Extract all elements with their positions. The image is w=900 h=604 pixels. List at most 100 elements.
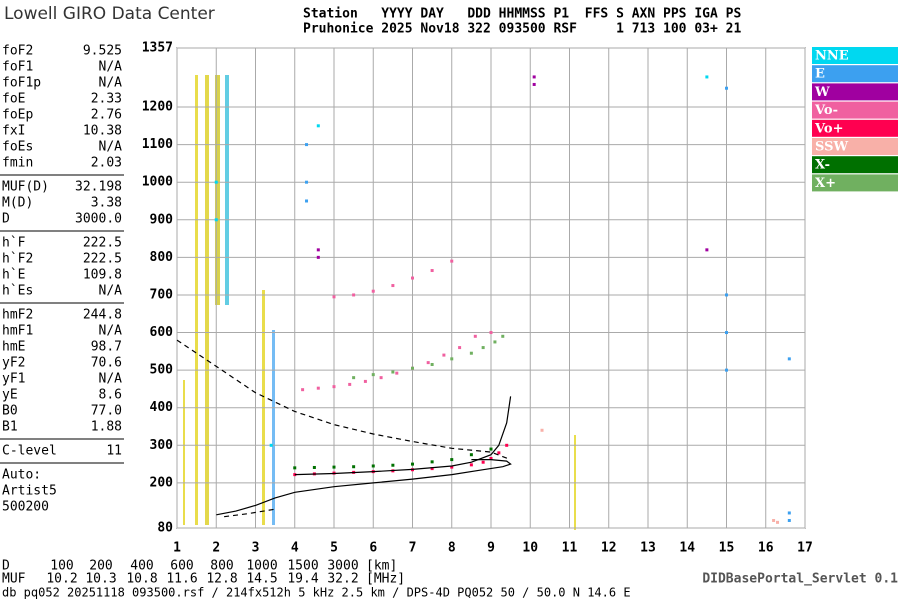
param-value: 9.525 [83, 44, 122, 59]
x-tick-label: 11 [562, 541, 578, 556]
param-name: yE [2, 388, 18, 403]
param-name: foE [2, 92, 25, 107]
d-value: 1500 [287, 559, 318, 574]
legend-swatch [812, 83, 898, 101]
param-value: 70.6 [91, 356, 122, 371]
param-value: N/A [99, 140, 123, 155]
muf-value: 10.3 [85, 572, 116, 587]
y-tick-label: 1357 [142, 41, 173, 56]
param-name: B0 [2, 404, 18, 419]
point [540, 428, 544, 432]
point [493, 340, 497, 344]
param-name: fxI [2, 124, 25, 139]
d-value: 800 [210, 559, 233, 574]
point [787, 518, 791, 522]
point [772, 518, 776, 522]
point [391, 463, 395, 467]
param-name: hmE [2, 340, 25, 355]
point [489, 331, 493, 335]
footer: db pq052 20251118 093500.rsf / 214fx512h… [2, 586, 631, 600]
x-tick-label: 1 [173, 541, 181, 556]
point [725, 368, 728, 372]
point [411, 276, 414, 280]
muf-value: 14.5 [246, 572, 277, 587]
point [450, 465, 454, 469]
legend-label: Vo- [814, 103, 838, 118]
autoscale: Artist5 [2, 484, 57, 499]
legend-swatch [812, 101, 898, 119]
point [725, 86, 728, 90]
x-tick-label: 2 [212, 541, 220, 556]
x-tick-label: 6 [369, 541, 377, 556]
x-tick-label: 5 [330, 541, 338, 556]
y-tick-label: 700 [150, 287, 174, 302]
y-tick-label: 1200 [142, 100, 173, 115]
point [269, 443, 273, 447]
x-tick-label: 10 [522, 541, 538, 556]
d-value: 1000 [246, 559, 277, 574]
point [214, 180, 218, 184]
point [332, 465, 336, 469]
legend-swatch [812, 65, 898, 83]
x-tick-label: 14 [679, 541, 695, 556]
point [458, 346, 462, 350]
legend-swatch [812, 156, 898, 174]
param-name: fmin [2, 156, 33, 171]
point [705, 75, 709, 79]
legend-label: X- [815, 158, 830, 173]
point [469, 453, 473, 457]
param-name: yF2 [2, 356, 25, 371]
legend-label: Vo+ [814, 121, 843, 136]
x-tick-label: 16 [758, 541, 774, 556]
param-value: 3000.0 [75, 212, 122, 227]
legend-label: X+ [815, 176, 836, 191]
legend-label: NNE [815, 49, 849, 64]
point [371, 289, 375, 293]
point [395, 371, 399, 375]
point [450, 357, 454, 361]
profile-line [176, 339, 511, 461]
param-name: foF1 [2, 60, 33, 75]
point [363, 379, 367, 383]
param-value: 3.38 [91, 196, 122, 211]
param-value: 8.6 [99, 388, 122, 403]
param-name: hmF2 [2, 308, 33, 323]
param-name: D [2, 212, 10, 227]
d-unit: [km] [366, 559, 397, 574]
point [305, 180, 309, 184]
param-value: 77.0 [91, 404, 122, 419]
legend-label: SSW [815, 140, 848, 155]
param-name: h`Es [2, 284, 33, 299]
param-name: MUF(D) [2, 180, 49, 195]
point [776, 520, 780, 524]
param-value: 10.38 [83, 124, 122, 139]
point [316, 255, 320, 259]
muf-value: 32.2 [327, 572, 358, 587]
param-value: 244.8 [83, 308, 122, 323]
param-name: h`F2 [2, 252, 33, 267]
autoscale: Auto: [2, 468, 41, 483]
point [316, 124, 320, 128]
point [371, 464, 375, 468]
point [316, 386, 320, 390]
legend-swatch [812, 138, 898, 155]
point [332, 385, 336, 389]
param-value: 1.88 [91, 420, 122, 435]
param-name: yF1 [2, 372, 25, 387]
point [316, 248, 320, 252]
muf-value: 11.6 [166, 572, 197, 587]
point [352, 465, 356, 469]
profile-line [224, 508, 276, 518]
y-tick-label: 900 [150, 212, 174, 227]
x-tick-label: 9 [487, 541, 495, 556]
param-value: 222.5 [83, 236, 122, 251]
param-value: N/A [99, 60, 123, 75]
y-tick-label: 400 [150, 400, 174, 415]
point [293, 473, 297, 477]
muf-label: MUF [2, 572, 26, 587]
point [293, 466, 297, 470]
param-value: 11 [106, 444, 122, 459]
d-label: D [2, 559, 10, 574]
point [391, 370, 395, 374]
